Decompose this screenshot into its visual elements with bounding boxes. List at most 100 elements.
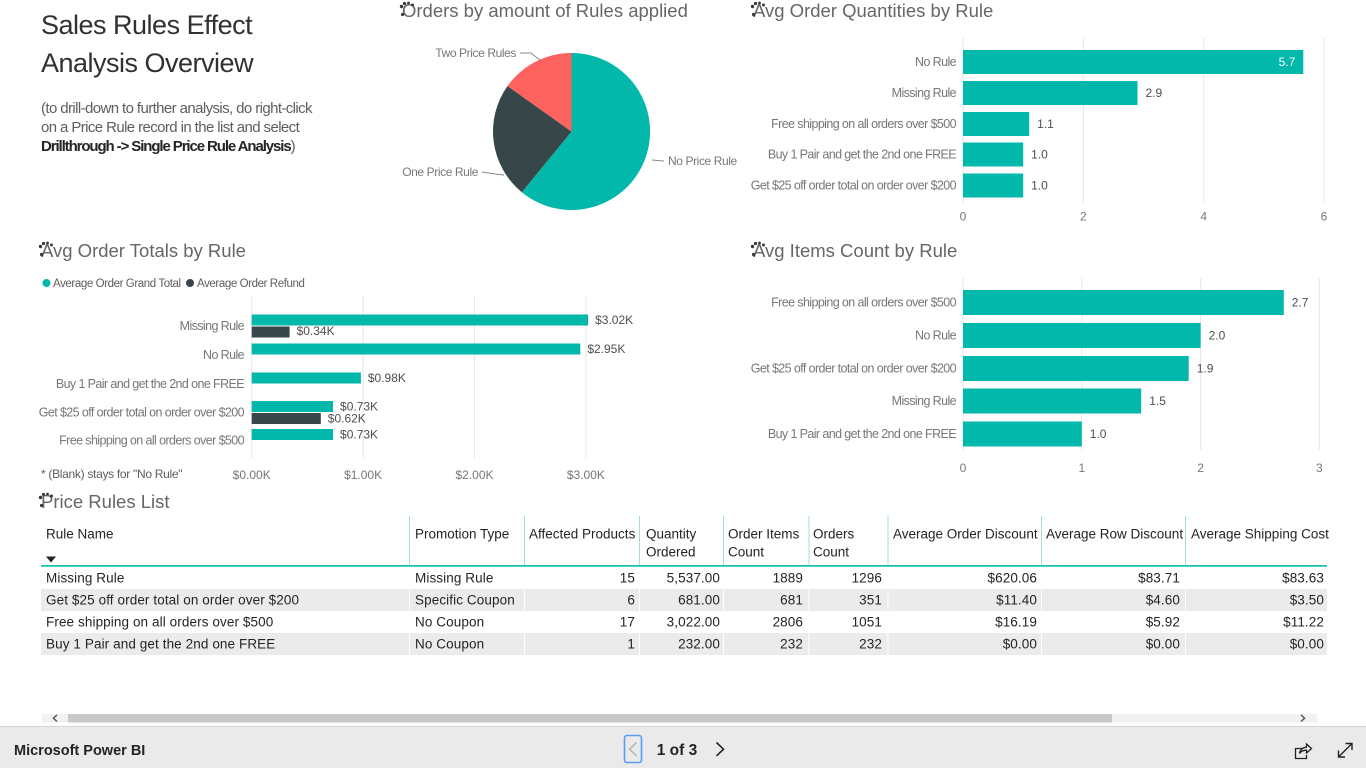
svg-text:$0.34K: $0.34K	[297, 324, 335, 338]
svg-text:Free shipping on all orders ov: Free shipping on all orders over $500	[771, 296, 957, 310]
svg-text:Avg Order Quantities by Rule: Avg Order Quantities by Rule	[753, 0, 993, 21]
svg-text:2: 2	[1080, 210, 1087, 224]
svg-text:0: 0	[960, 210, 967, 224]
svg-text:$3.02K: $3.02K	[595, 313, 633, 327]
svg-text:Affected Products: Affected Products	[529, 527, 636, 542]
svg-text:$5.92: $5.92	[1146, 615, 1180, 630]
svg-text:One Price Rule: One Price Rule	[402, 165, 478, 179]
svg-text:Buy 1 Pair and get the 2nd one: Buy 1 Pair and get the 2nd one FREE	[46, 637, 275, 652]
svg-text:Average Order Refund: Average Order Refund	[197, 278, 305, 290]
svg-text:Price Rules List: Price Rules List	[41, 491, 170, 512]
svg-text:Get $25 off order total on ord: Get $25 off order total on order over $2…	[39, 406, 245, 420]
svg-text:Average Shipping Cost: Average Shipping Cost	[1191, 527, 1329, 542]
svg-text:Orders: Orders	[813, 527, 855, 542]
svg-text:$83.63: $83.63	[1282, 571, 1324, 586]
svg-text:15: 15	[620, 571, 635, 586]
svg-text:4: 4	[1200, 210, 1207, 224]
svg-text:1051: 1051	[852, 615, 882, 630]
svg-text:Average Row Discount: Average Row Discount	[1046, 527, 1183, 542]
svg-text:Orders by amount of Rules appl: Orders by amount of Rules applied	[402, 0, 688, 21]
svg-text:Count: Count	[813, 545, 849, 560]
svg-text:1.0: 1.0	[1090, 427, 1107, 441]
svg-text:2.0: 2.0	[1209, 329, 1226, 343]
svg-text:No Rule: No Rule	[915, 55, 957, 69]
svg-text:1889: 1889	[773, 571, 803, 586]
svg-text:Specific Coupon: Specific Coupon	[415, 593, 515, 608]
svg-text:Get $25 off order total on ord: Get $25 off order total on order over $2…	[46, 593, 299, 608]
svg-text:$3.00K: $3.00K	[567, 468, 605, 482]
svg-text:$0.00K: $0.00K	[233, 468, 271, 482]
svg-text:2.7: 2.7	[1292, 296, 1309, 310]
svg-text:Average Order Grand Total: Average Order Grand Total	[53, 278, 181, 290]
svg-text:No Price Rule: No Price Rule	[668, 154, 738, 168]
svg-text:1296: 1296	[852, 571, 882, 586]
svg-text:Missing Rule: Missing Rule	[180, 319, 245, 333]
svg-text:Avg Order Totals by Rule: Avg Order Totals by Rule	[41, 240, 246, 261]
svg-text:$0.98K: $0.98K	[368, 371, 406, 385]
svg-text:Buy 1 Pair and get the 2nd one: Buy 1 Pair and get the 2nd one FREE	[56, 377, 244, 391]
svg-text:Free shipping on all orders ov: Free shipping on all orders over $500	[46, 615, 273, 630]
svg-text:Microsoft Power BI: Microsoft Power BI	[14, 743, 145, 759]
svg-text:Ordered: Ordered	[646, 545, 696, 560]
svg-text:17: 17	[620, 615, 635, 630]
svg-text:232.00: 232.00	[678, 637, 720, 652]
svg-text:5.7: 5.7	[1279, 55, 1296, 69]
svg-text:Promotion Type: Promotion Type	[415, 527, 509, 542]
svg-text:1.1: 1.1	[1037, 117, 1054, 131]
svg-text:Free shipping on all orders ov: Free shipping on all orders over $500	[59, 434, 245, 448]
svg-text:3: 3	[1316, 461, 1323, 475]
svg-text:Avg Items Count by Rule: Avg Items Count by Rule	[753, 240, 957, 261]
svg-text:Missing Rule: Missing Rule	[892, 86, 957, 100]
svg-text:$2.95K: $2.95K	[587, 342, 625, 356]
svg-text:0: 0	[960, 461, 967, 475]
svg-text:No Coupon: No Coupon	[415, 637, 484, 652]
svg-text:1.0: 1.0	[1031, 179, 1048, 193]
svg-text:Count: Count	[728, 545, 764, 560]
svg-text:$0.00: $0.00	[1290, 637, 1324, 652]
svg-text:2: 2	[1197, 461, 1204, 475]
svg-text:$16.19: $16.19	[995, 615, 1037, 630]
svg-text:351: 351	[859, 593, 882, 608]
svg-text:$11.22: $11.22	[1283, 615, 1324, 630]
svg-text:6: 6	[627, 593, 635, 608]
svg-text:Rule Name: Rule Name	[46, 527, 114, 542]
svg-text:6: 6	[1321, 210, 1328, 224]
svg-text:$620.06: $620.06	[988, 571, 1038, 586]
svg-text:1.0: 1.0	[1031, 148, 1048, 162]
svg-text:Average Order Discount: Average Order Discount	[893, 527, 1038, 542]
svg-text:$11.40: $11.40	[996, 593, 1037, 608]
svg-text:No Rule: No Rule	[915, 329, 957, 343]
svg-text:Two Price Rules: Two Price Rules	[435, 46, 516, 60]
svg-text:Buy 1 Pair and get the 2nd one: Buy 1 Pair and get the 2nd one FREE	[768, 148, 956, 162]
svg-text:5,537.00: 5,537.00	[667, 571, 720, 586]
svg-text:2.9: 2.9	[1145, 86, 1162, 100]
svg-text:232: 232	[859, 637, 882, 652]
svg-text:Missing Rule: Missing Rule	[415, 571, 493, 586]
svg-text:1: 1	[1078, 461, 1085, 475]
svg-text:$0.62K: $0.62K	[328, 412, 366, 426]
svg-text:Missing Rule: Missing Rule	[46, 571, 124, 586]
svg-text:$0.00: $0.00	[1003, 637, 1037, 652]
svg-text:Get $25 off order total on ord: Get $25 off order total on order over $2…	[751, 179, 957, 193]
svg-text:1.9: 1.9	[1197, 362, 1214, 376]
svg-text:$83.71: $83.71	[1138, 571, 1180, 586]
svg-text:1 of 3: 1 of 3	[657, 742, 698, 759]
svg-text:1: 1	[627, 637, 635, 652]
svg-text:Quantity: Quantity	[646, 527, 697, 542]
svg-text:$1.00K: $1.00K	[344, 468, 382, 482]
svg-text:$4.60: $4.60	[1146, 593, 1180, 608]
svg-text:681: 681	[780, 593, 803, 608]
svg-text:$0.73K: $0.73K	[340, 428, 378, 442]
svg-text:232: 232	[780, 637, 803, 652]
svg-text:Get $25 off order total on ord: Get $25 off order total on order over $2…	[751, 362, 957, 376]
svg-text:681.00: 681.00	[678, 593, 720, 608]
svg-text:$3.50: $3.50	[1290, 593, 1324, 608]
svg-text:$0.00: $0.00	[1146, 637, 1180, 652]
svg-text:No Rule: No Rule	[203, 348, 245, 362]
svg-text:$0.73K: $0.73K	[340, 400, 378, 414]
svg-text:2806: 2806	[773, 615, 803, 630]
svg-text:3,022.00: 3,022.00	[667, 615, 720, 630]
svg-text:No Coupon: No Coupon	[415, 615, 484, 630]
svg-text:* (Blank) stays for "No Rule": * (Blank) stays for "No Rule"	[41, 467, 182, 481]
svg-text:Free shipping on all orders ov: Free shipping on all orders over $500	[771, 117, 957, 131]
